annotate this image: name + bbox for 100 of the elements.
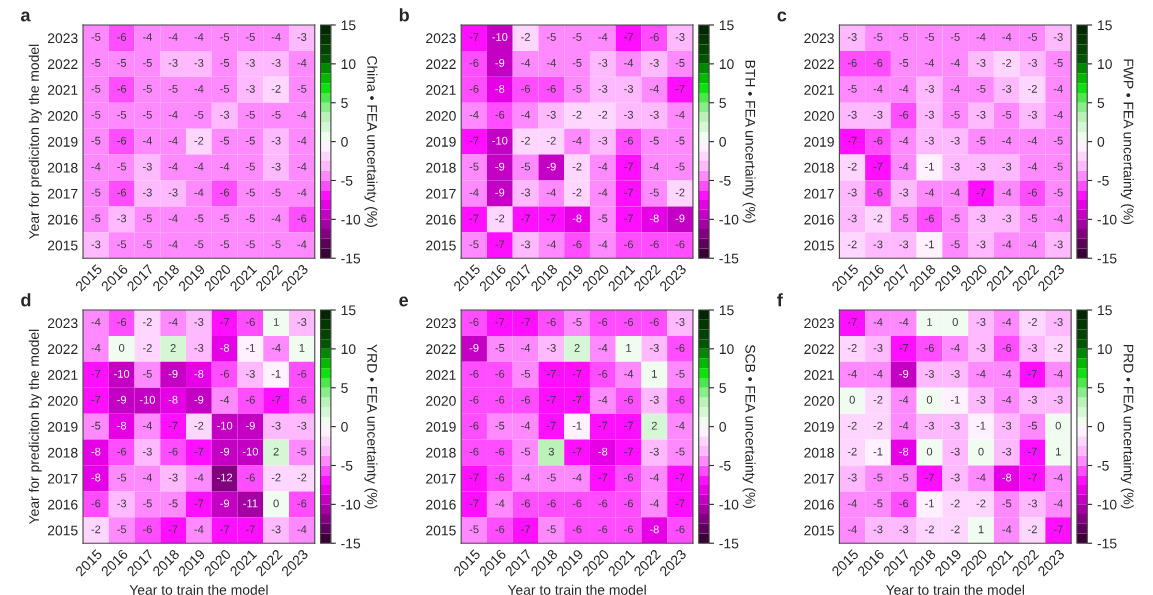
data-label: -3 xyxy=(1002,84,1012,93)
data-label: -2 xyxy=(847,447,857,456)
data-label: -4 xyxy=(1002,188,1012,197)
data-label: -10 xyxy=(217,421,233,430)
data-label: -5 xyxy=(1002,499,1012,508)
data-label: -4 xyxy=(521,421,531,430)
color-bar-label: 10 xyxy=(1098,59,1112,70)
data-label: -4 xyxy=(899,136,909,145)
data-label: -9 xyxy=(194,395,204,404)
color-bar-label: -5 xyxy=(719,460,731,471)
data-label: -7 xyxy=(847,318,857,326)
data-label: -5 xyxy=(675,136,685,145)
data-label: -5 xyxy=(117,110,127,119)
data-label: -6 xyxy=(624,318,634,326)
data-label: -2 xyxy=(847,343,857,352)
data-label: -2 xyxy=(142,318,152,326)
data-label: -6 xyxy=(624,395,634,404)
data-label: -10 xyxy=(492,136,508,145)
data-label: -3 xyxy=(245,58,255,67)
data-label: -6 xyxy=(469,447,479,456)
data-label: -5 xyxy=(469,240,479,249)
y-tick-label: 2022 xyxy=(426,59,456,70)
data-label: 1 xyxy=(626,344,632,352)
y-tick-label: 2019 xyxy=(426,421,456,432)
data-label: -4 xyxy=(598,344,608,352)
data-label: -5 xyxy=(194,214,204,223)
data-label: -3 xyxy=(847,33,857,41)
data-label: 2 xyxy=(574,343,580,352)
data-label: -6 xyxy=(649,318,659,326)
data-label: -4 xyxy=(194,33,204,41)
data-label: -3 xyxy=(194,343,204,352)
data-label: -2 xyxy=(271,473,281,482)
data-label: -6 xyxy=(1002,343,1012,352)
data-label: -6 xyxy=(598,369,608,378)
y-axis-title: Year for prediciton by the model xyxy=(28,44,42,240)
data-label: -7 xyxy=(521,214,530,223)
data-label: -6 xyxy=(598,525,608,534)
data-label: -5 xyxy=(950,240,960,249)
data-label: -4 xyxy=(521,59,531,67)
data-label: -4 xyxy=(469,188,479,197)
data-label: -3 xyxy=(925,136,934,145)
data-label: -4 xyxy=(220,162,230,171)
data-label: -3 xyxy=(546,343,556,352)
data-label: -6 xyxy=(521,499,531,508)
data-label: -5 xyxy=(245,214,255,223)
data-label: -4 xyxy=(1002,525,1012,534)
data-label: -3 xyxy=(1028,499,1037,508)
data-label: -9 xyxy=(168,369,178,378)
data-label: -7 xyxy=(675,499,685,508)
data-label: -3 xyxy=(220,110,230,119)
y-tick-label: 2023 xyxy=(804,318,834,329)
data-label: -6 xyxy=(649,33,659,41)
color-bar-label: 5 xyxy=(1097,383,1105,393)
data-label: -7 xyxy=(598,421,608,430)
data-label: -7 xyxy=(873,162,883,171)
data-label: -6 xyxy=(220,369,230,378)
data-label: -6 xyxy=(546,499,556,508)
data-label: -7 xyxy=(194,447,204,456)
data-label: -4 xyxy=(572,473,582,482)
data-label: -4 xyxy=(1002,370,1012,378)
data-label: -6 xyxy=(469,58,479,67)
data-label: -4 xyxy=(1053,85,1063,93)
y-tick-label: 2021 xyxy=(47,370,78,380)
data-label: -6 xyxy=(91,499,101,508)
color-bar-label: 15 xyxy=(1098,20,1112,31)
data-label: -5 xyxy=(142,214,152,223)
data-label: -7 xyxy=(91,395,101,404)
data-label: -6 xyxy=(624,525,634,534)
y-tick-label: 2015 xyxy=(47,525,78,536)
data-label: -3 xyxy=(117,214,127,223)
data-label: -5 xyxy=(572,318,582,326)
data-label: -9 xyxy=(220,499,230,508)
data-label: -2 xyxy=(1002,58,1012,67)
data-label: -4 xyxy=(675,110,685,119)
data-label: -3 xyxy=(1053,318,1063,326)
data-label: -5 xyxy=(271,240,281,249)
data-label: -4 xyxy=(675,421,685,430)
y-tick-label: 2016 xyxy=(804,499,834,510)
data-label: -4 xyxy=(521,473,531,482)
data-label: -4 xyxy=(649,85,659,93)
data-label: -4 xyxy=(925,188,935,197)
color-bar-label: 5 xyxy=(719,98,726,108)
data-label: -3 xyxy=(598,84,608,93)
data-label: -6 xyxy=(297,395,307,404)
data-label: -5 xyxy=(142,110,152,119)
data-label: -4 xyxy=(168,214,178,223)
color-bar-label: 15 xyxy=(719,305,734,316)
data-label: -2 xyxy=(873,421,883,430)
y-tick-label: 2017 xyxy=(426,188,456,199)
data-label: -2 xyxy=(91,525,101,534)
data-label: -9 xyxy=(546,162,556,171)
data-label: -5 xyxy=(521,370,531,378)
data-label: -8 xyxy=(899,447,909,456)
color-bar-label: -10 xyxy=(719,499,739,510)
data-label: -2 xyxy=(521,33,530,41)
data-label: -5 xyxy=(91,214,101,223)
data-label: -7 xyxy=(495,318,505,326)
y-tick-label: 2021 xyxy=(804,85,834,95)
data-label: -5 xyxy=(245,188,255,197)
data-label: -7 xyxy=(495,240,505,249)
